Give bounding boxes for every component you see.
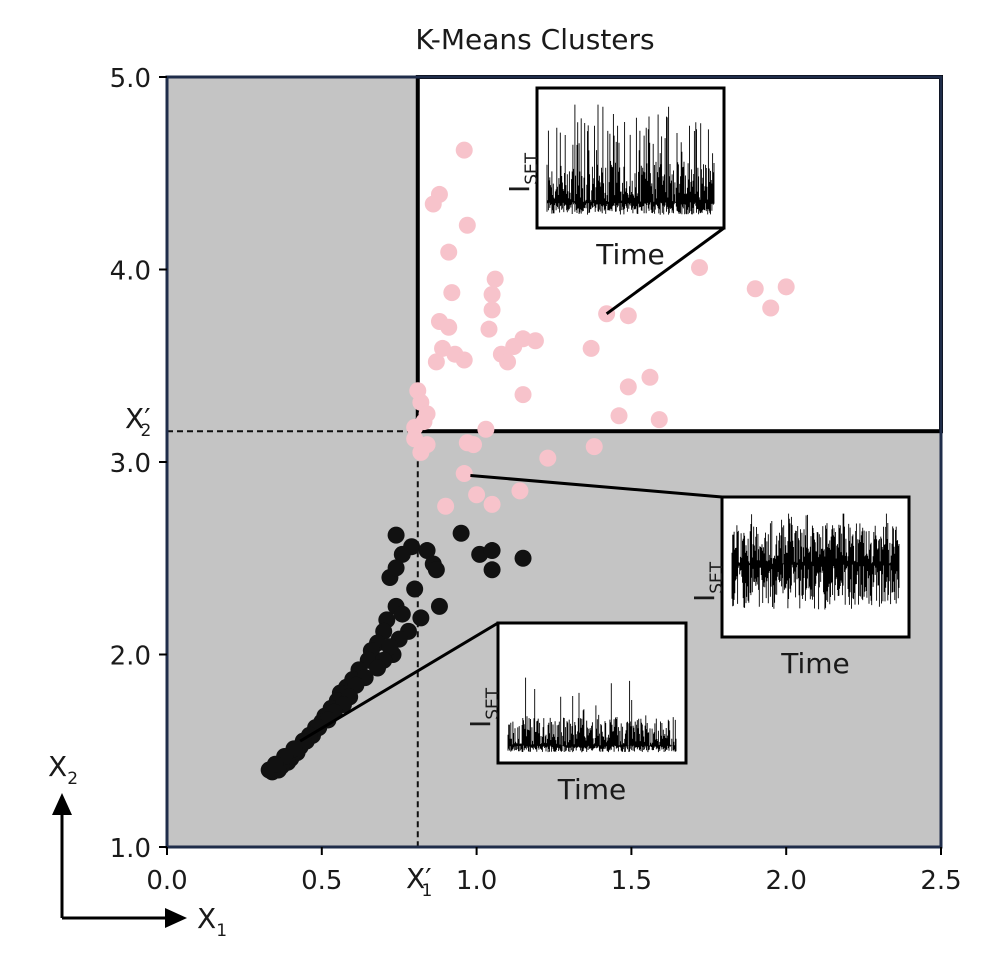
inset-pointer-line (605, 226, 725, 315)
inset-y-label: ISET (464, 687, 503, 728)
pink-cluster-point (650, 411, 668, 429)
inset-panel: Time ISET (688, 495, 911, 680)
pink-cluster-point (477, 420, 495, 438)
black-cluster-point (483, 561, 501, 579)
inset-pointer-line (470, 473, 723, 499)
black-cluster-point (393, 545, 411, 563)
pink-cluster-point (468, 486, 486, 504)
black-cluster-point (483, 542, 501, 560)
pink-cluster-point (455, 465, 473, 483)
pink-cluster-point (443, 284, 461, 302)
y-tick-label: 1.0 (110, 834, 151, 864)
x-tick-label: 1.0 (456, 866, 497, 896)
scatter-points (260, 141, 795, 781)
pink-cluster-point (762, 299, 780, 317)
black-cluster-point (266, 755, 284, 773)
black-cluster-point (387, 526, 405, 544)
y-arrow-head (52, 793, 72, 815)
pink-cluster-point (480, 320, 498, 338)
pink-cluster-point (691, 259, 709, 277)
pink-cluster-point (465, 436, 483, 454)
pink-cluster-point (499, 353, 517, 371)
pink-cluster-point (641, 368, 659, 386)
y-tick-label: 3.0 (110, 449, 151, 479)
black-cluster-point (452, 524, 470, 542)
pink-cluster-point (437, 497, 455, 515)
inset-signal-trace (731, 513, 900, 610)
black-cluster-point (412, 609, 430, 627)
insets: Time ISET Time ISET Time ISET (464, 86, 911, 806)
x2-axis-label: X2 (48, 750, 78, 789)
inset-x-label: Time (557, 773, 627, 806)
black-cluster-point (406, 580, 424, 598)
pink-cluster-point (511, 482, 529, 500)
x-tick-label: 2.0 (766, 866, 807, 896)
axis-ticks: 0.0 0.5 1.0 1.5 2.0 2.5 1.0 2.0 3.0 4.0 5.0 (110, 64, 962, 896)
black-cluster-point (427, 561, 445, 579)
y-tick-label: 4.0 (110, 257, 151, 287)
inset-signal-trace (546, 104, 715, 215)
pink-cluster-point (440, 243, 458, 261)
black-cluster-point (387, 559, 405, 577)
pink-cluster-point (619, 378, 637, 396)
black-cluster-point (418, 542, 436, 560)
black-cluster-point (430, 597, 448, 615)
axis-arrows: X2 X1 (48, 750, 227, 941)
x1-axis-label: X1 (197, 902, 227, 941)
x-arrow-head (165, 908, 187, 928)
pink-cluster-point (526, 332, 544, 350)
pink-cluster-point (455, 141, 473, 159)
pink-cluster-point (777, 278, 795, 296)
chart-title: K-Means Clusters (415, 23, 654, 56)
pink-cluster-point (412, 443, 430, 461)
x-tick-label: 0.0 (146, 866, 187, 896)
pink-cluster-point (440, 318, 458, 336)
inset-panel: Time ISET (503, 86, 726, 271)
pink-cluster-point (427, 353, 445, 371)
x-tick-label: 2.5 (920, 866, 961, 896)
pink-cluster-point (424, 195, 442, 213)
black-cluster-point (514, 549, 532, 567)
pink-cluster-point (486, 270, 504, 288)
pink-cluster-point (458, 216, 476, 234)
inset-signal-trace (507, 677, 677, 753)
inset-x-label: Time (595, 238, 665, 271)
y-tick-label: 5.0 (110, 64, 151, 94)
y-tick-label: 2.0 (110, 642, 151, 672)
pink-cluster-point (746, 280, 764, 298)
inset-x-label: Time (780, 647, 850, 680)
pink-cluster-point (610, 407, 628, 425)
pink-cluster-point (483, 301, 501, 319)
x2-prime-label: X′2 (125, 402, 151, 441)
inset-panel: Time ISET (464, 621, 688, 806)
x-tick-label: 1.5 (611, 866, 652, 896)
inset-y-label: ISET (688, 561, 727, 602)
pink-cluster-point (483, 495, 501, 513)
inset-pointer-line (299, 621, 499, 743)
black-cluster-point (381, 638, 399, 656)
pink-cluster-point (582, 339, 600, 357)
x1-prime-label: X′1 (406, 862, 432, 901)
pink-cluster-point (483, 286, 501, 304)
black-cluster-point (369, 659, 387, 677)
black-cluster-point (393, 605, 411, 623)
pink-cluster-point (539, 449, 557, 467)
pink-cluster-point (619, 307, 637, 325)
pink-cluster-point (585, 438, 603, 456)
inset-y-label: ISET (503, 152, 542, 193)
pink-cluster-point (455, 351, 473, 369)
pink-cluster-point (514, 386, 532, 404)
inset-pointer-lines (299, 226, 725, 743)
x-tick-label: 0.5 (301, 866, 342, 896)
pink-cluster-point (505, 338, 523, 355)
